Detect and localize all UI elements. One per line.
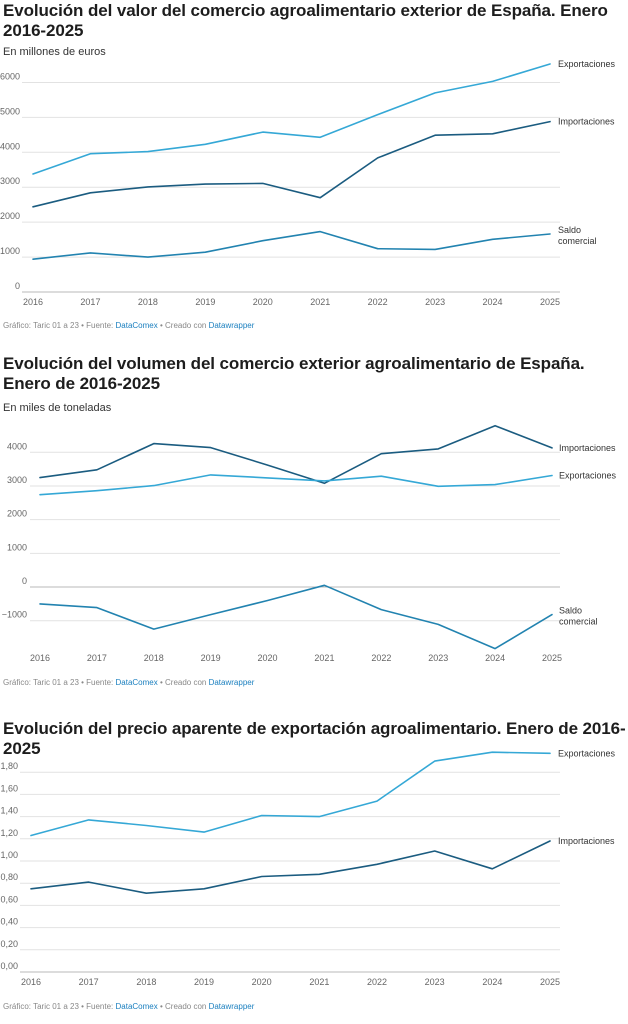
series-label: Saldo comercial [558,225,597,246]
x-tick-label: 2022 [368,297,388,307]
line-chart-value: 0 1000 2000 3000 4000 5000 6000 2016 2017 2018 201… [0,59,616,307]
y-tick-label: 0,60 [0,894,18,904]
y-tick-label: 0,20 [0,939,18,949]
x-tick-label: 2025 [540,977,560,987]
x-tick-label: 2024 [483,297,503,307]
footer-mid: • Creado con [157,678,209,687]
chart-footer: Gráfico: Taric 01 a 23 • Fuente: DataCom… [3,321,254,330]
y-tick-label: 1,60 [0,783,18,793]
line-chart-price: 0,00 0,20 0,40 0,60 0,80 1,00 1,20 1,40 1,60 1,80… [0,748,616,987]
x-tick-label: 2017 [87,653,107,663]
y-tick-label: 1,40 [0,806,18,816]
x-tick-label: 2018 [144,653,164,663]
x-tick-label: 2021 [314,653,334,663]
x-tick-label: 2017 [80,297,100,307]
x-tick-label: 2020 [253,297,273,307]
footer-mid: • Creado con [157,321,209,330]
x-tick-label: 2016 [23,297,43,307]
x-tick-label: 2017 [79,977,99,987]
y-tick-label: 0 [22,576,27,586]
series-line-exportaciones [32,63,551,175]
x-tick-label: 2016 [21,977,41,987]
x-tick-label: 2022 [367,977,387,987]
series-line-exportaciones [30,751,551,837]
y-tick-label: 1,00 [0,850,18,860]
x-tick-label: 2024 [485,653,505,663]
x-tick-label: 2019 [195,297,215,307]
chart-subtitle: En miles de toneladas [3,402,112,414]
y-tick-label: 2000 [0,211,20,221]
x-tick-label: 2021 [310,297,330,307]
y-tick-label: 1,80 [0,761,18,771]
datawrapper-link[interactable]: Datawrapper [208,321,255,330]
x-tick-label: 2025 [542,653,562,663]
series-label: Exportaciones [558,59,616,69]
source-link[interactable]: DataComex [115,678,158,687]
chart-title: Evolución del precio aparente de exporta… [3,719,626,758]
x-tick-label: 2020 [258,653,278,663]
x-tick-label: 2018 [136,977,156,987]
x-tick-label: 2020 [252,977,272,987]
x-tick-label: 2019 [194,977,214,987]
chart-footer: Gráfico: Taric 01 a 23 • Fuente: DataCom… [3,678,254,687]
y-tick-label: 0,40 [0,917,18,927]
y-tick-label: 2000 [7,509,27,519]
y-tick-label: 3000 [0,176,20,186]
x-tick-label: 2025 [540,297,560,307]
x-tick-label: 2023 [425,297,445,307]
y-tick-label: 5000 [0,106,20,116]
series-label: Importaciones [559,443,616,453]
y-tick-label: 4000 [7,441,27,451]
source-link[interactable]: DataComex [115,321,158,330]
y-tick-label: 6000 [0,71,20,81]
x-tick-label: 2016 [30,653,50,663]
x-tick-label: 2018 [138,297,158,307]
y-tick-label: 0,00 [0,961,18,971]
series-label: Exportaciones [558,748,616,758]
series-line-importaciones [32,120,551,208]
chart-title: Evolución del valor del comercio agroali… [3,1,608,40]
footer-text: Gráfico: Taric 01 a 23 • Fuente: [3,678,116,687]
y-tick-label: 0 [15,281,20,291]
x-tick-label: 2022 [371,653,391,663]
series-line-importaciones [30,840,551,894]
y-tick-label: 1000 [0,246,20,256]
series-label: Importaciones [558,836,615,846]
series-label: Saldo comercial [559,606,598,627]
datawrapper-link[interactable]: Datawrapper [208,678,255,687]
y-tick-label: 3000 [7,475,27,485]
series-line-saldo-comercial [32,230,551,260]
line-chart-volume: −1000 0 1000 2000 3000 4000 2016 2017 2018 2019 20… [2,424,617,663]
y-tick-label: −1000 [2,610,27,620]
x-tick-label: 2024 [482,977,502,987]
datawrapper-link[interactable]: Datawrapper [208,1002,255,1011]
y-tick-label: 1,20 [0,828,18,838]
series-label: Importaciones [558,117,615,127]
series-line-importaciones [39,424,553,485]
series-label: Exportaciones [559,471,617,481]
chart-value: Evolución del valor del comercio agroali… [0,0,628,340]
x-tick-label: 2023 [425,977,445,987]
chart-title: Evolución del volumen del comercio exter… [3,354,585,393]
footer-text: Gráfico: Taric 01 a 23 • Fuente: [3,321,116,330]
chart-subtitle: En millones de euros [3,46,106,58]
x-tick-label: 2023 [428,653,448,663]
footer-text: Gráfico: Taric 01 a 23 • Fuente: [3,1002,116,1011]
series-line-exportaciones [39,474,553,496]
chart-footer: Gráfico: Taric 01 a 23 • Fuente: DataCom… [3,1002,254,1011]
footer-mid: • Creado con [157,1002,209,1011]
x-tick-label: 2021 [309,977,329,987]
source-link[interactable]: DataComex [115,1002,158,1011]
chart-volume: Evolución del volumen del comercio exter… [2,354,617,687]
series-line-saldo-comercial [39,584,553,650]
y-tick-label: 4000 [0,141,20,151]
x-tick-label: 2019 [201,653,221,663]
y-tick-label: 0,80 [0,872,18,882]
y-tick-label: 1000 [7,542,27,552]
